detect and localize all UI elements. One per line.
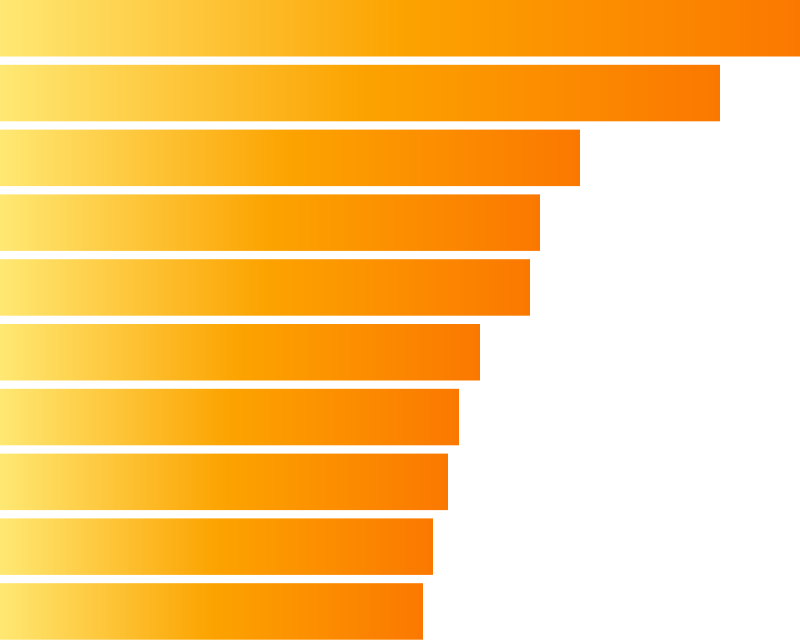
bar [0,259,530,316]
bar [0,453,448,511]
bar [0,194,540,251]
bar [0,583,423,640]
bar [0,324,480,381]
bar [0,388,459,446]
bar [0,518,433,575]
bar [0,0,800,57]
bar [0,129,580,187]
bar [0,64,720,122]
